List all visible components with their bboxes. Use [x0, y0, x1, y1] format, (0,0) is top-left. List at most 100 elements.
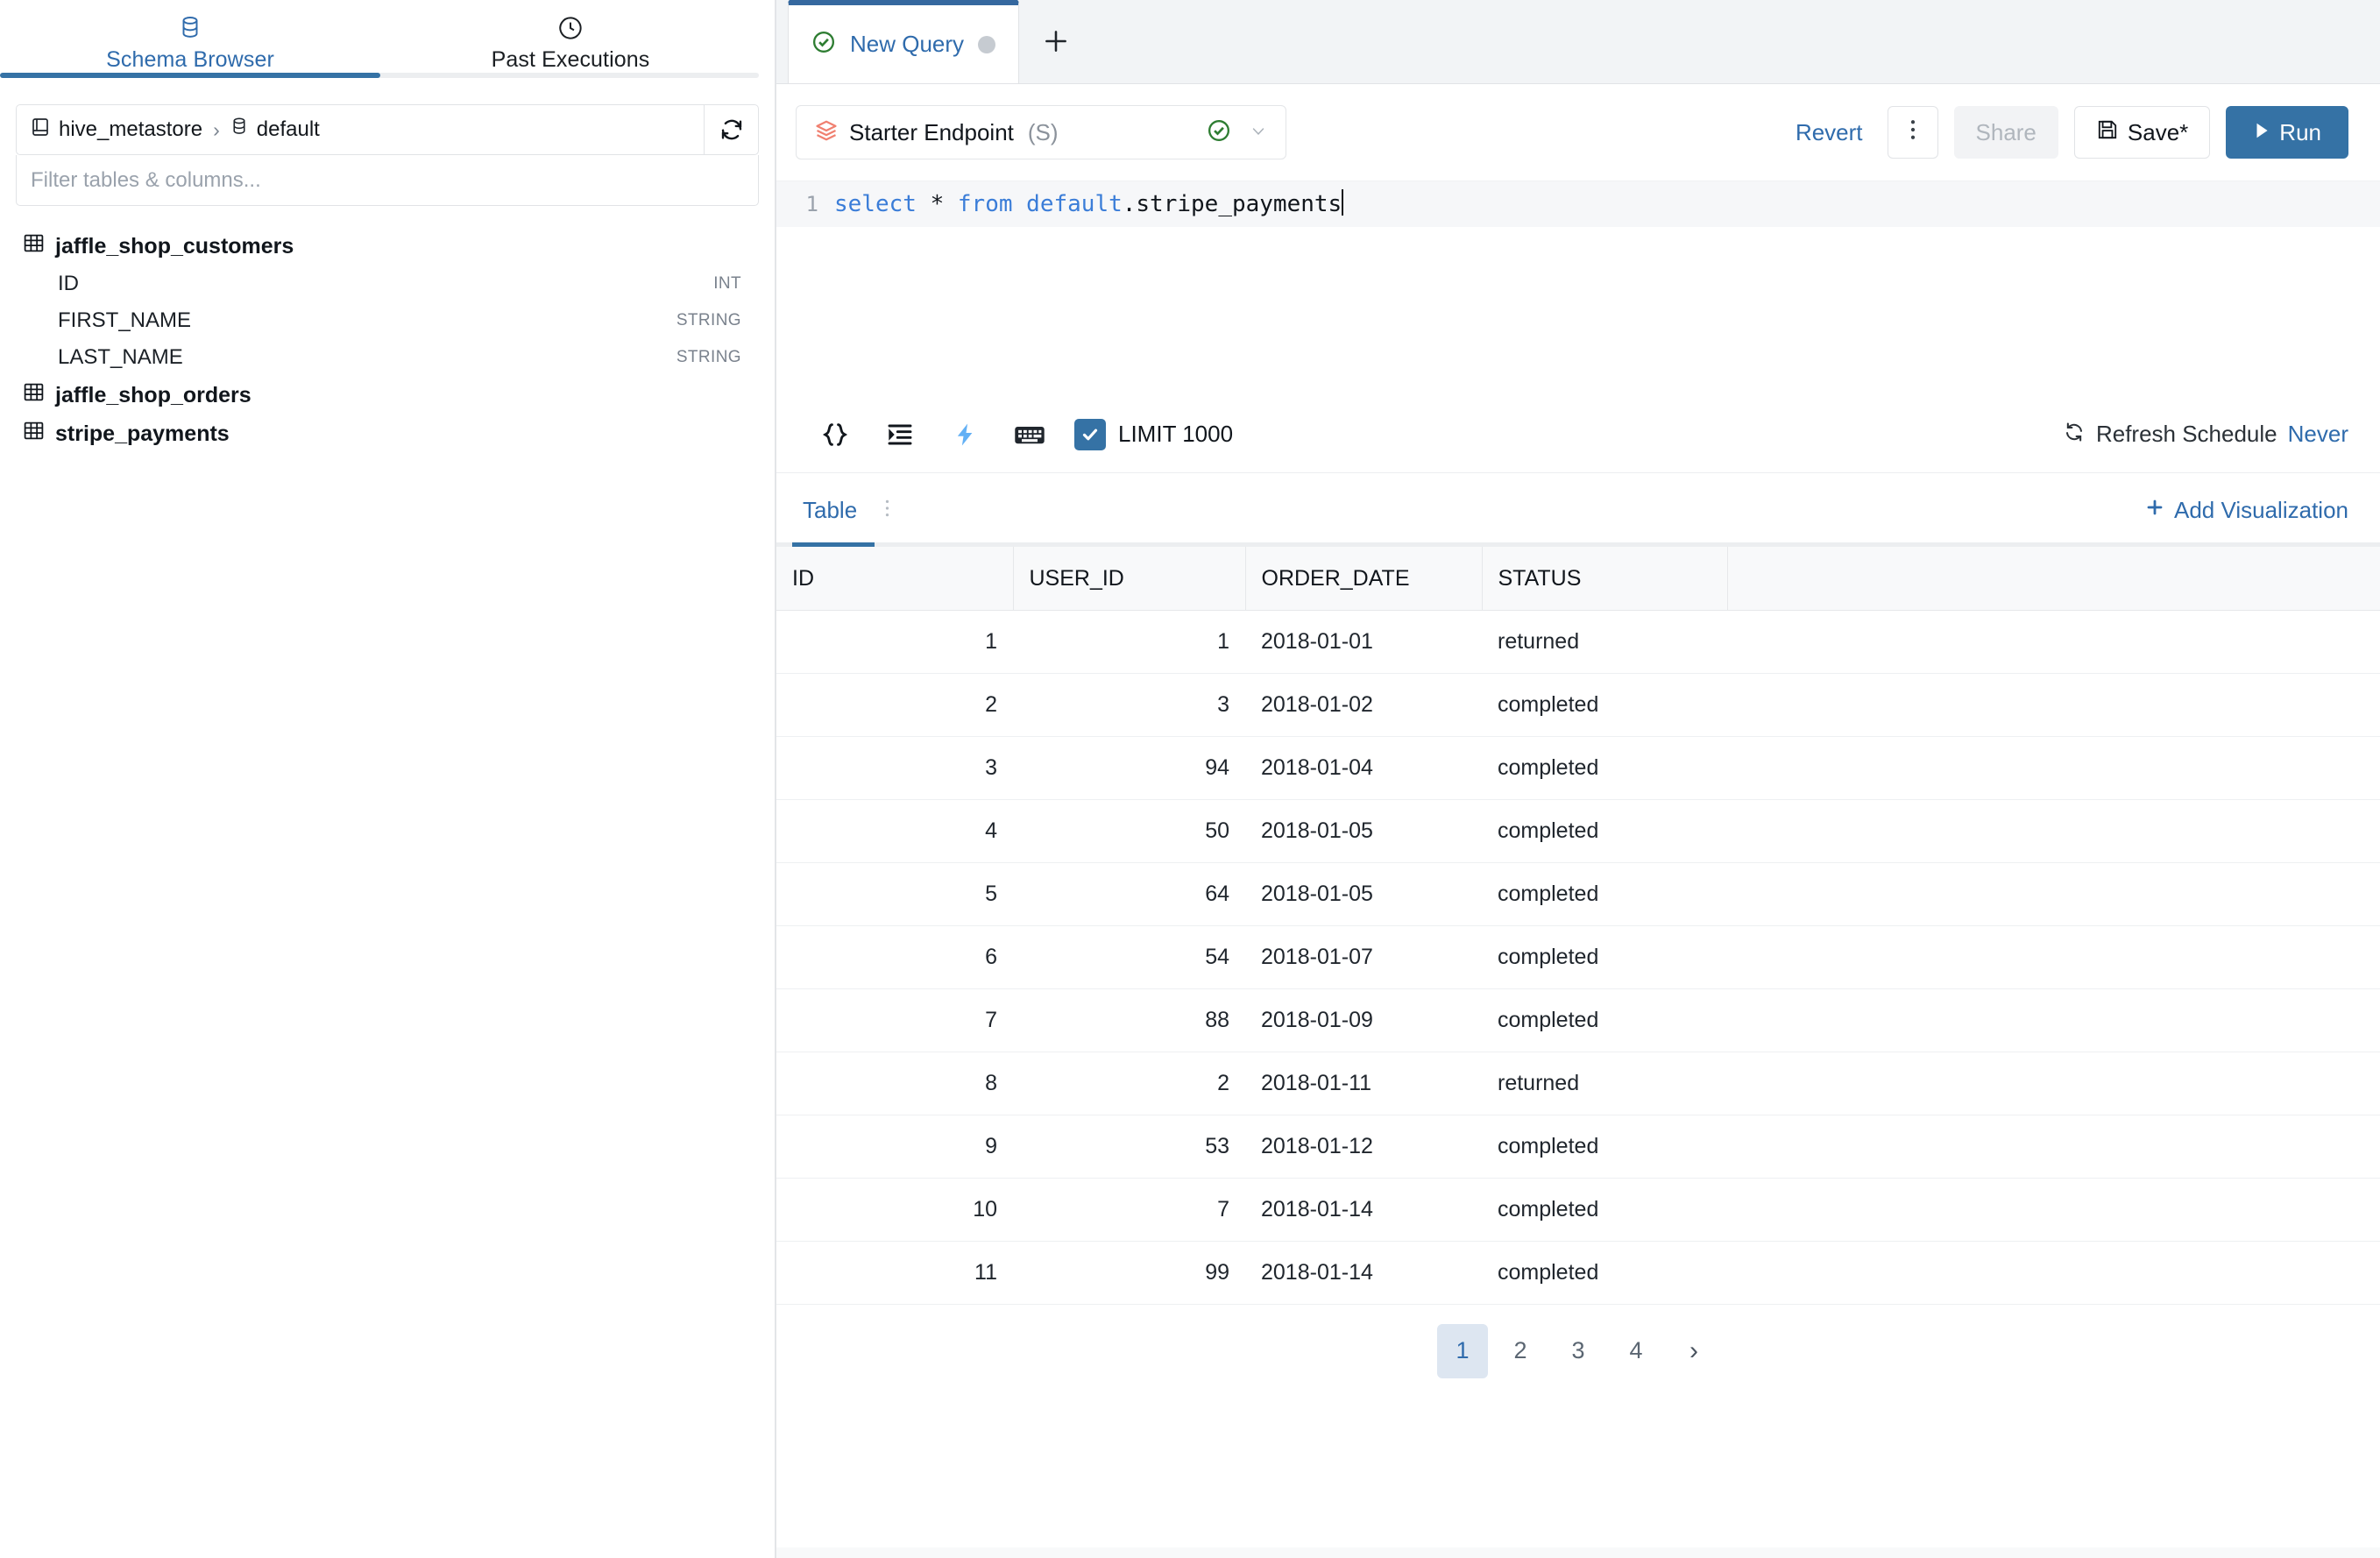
sql-editor[interactable]: 1 select * from default.stripe_payments: [776, 181, 2380, 397]
refresh-cycle-icon: [2063, 420, 2086, 449]
table-row[interactable]: 4 50 2018-01-05 completed: [776, 799, 2380, 863]
sql-token: .stripe_payments: [1122, 191, 1342, 217]
next-page-button[interactable]: ›: [1689, 1335, 1698, 1365]
results-footer-strip: [776, 1547, 2380, 1558]
table-row[interactable]: 7 88 2018-01-09 completed: [776, 988, 2380, 1052]
cell-order-date: 2018-01-05: [1245, 799, 1482, 863]
table-row[interactable]: 11 99 2018-01-14 completed: [776, 1241, 2380, 1305]
check-circle-icon: [1207, 118, 1231, 147]
filter-tables-box[interactable]: [16, 155, 759, 206]
cell-id: 10: [776, 1178, 1013, 1242]
cell-order-date: 2018-01-14: [1245, 1241, 1482, 1305]
cell-user-id: 2: [1013, 1052, 1245, 1115]
refresh-schedule-control[interactable]: Refresh Schedule Never: [2063, 420, 2348, 449]
cell-user-id: 64: [1013, 862, 1245, 926]
column-type: STRING: [676, 348, 741, 366]
column-header-user-id[interactable]: USER_ID: [1013, 547, 1246, 611]
run-button[interactable]: Run: [2226, 106, 2348, 159]
cell-user-id: 50: [1013, 799, 1245, 863]
sql-code[interactable]: select * from default.stripe_payments: [834, 181, 1344, 227]
cell-id: 6: [776, 925, 1013, 989]
breadcrumb-catalog[interactable]: hive_metastore: [59, 117, 203, 141]
cell-order-date: 2018-01-02: [1245, 673, 1482, 737]
refresh-icon[interactable]: [704, 105, 758, 154]
chevron-down-icon[interactable]: [1247, 121, 1270, 144]
cell-status: completed: [1482, 862, 1727, 926]
refresh-schedule-value[interactable]: Never: [2287, 421, 2348, 448]
lightning-icon[interactable]: [932, 410, 997, 459]
check-circle-icon: [811, 30, 836, 59]
endpoint-name: Starter Endpoint: [849, 118, 1014, 145]
results-table-container[interactable]: ID USER_ID ORDER_DATE STATUS 1 1 2018-01…: [776, 547, 2380, 1558]
toolbar-actions: Revert Share: [1787, 106, 2348, 159]
keyboard-shortcuts-icon[interactable]: [997, 410, 1062, 459]
column-header-id[interactable]: ID: [776, 547, 1014, 611]
database-icon: [230, 117, 248, 143]
sql-token: select: [834, 191, 917, 217]
sql-token: *: [916, 191, 958, 217]
column-header-status[interactable]: STATUS: [1482, 547, 1728, 611]
tree-column-last-name[interactable]: LAST_NAME STRING: [23, 339, 759, 376]
query-pane: New Query Starter Endpoint (: [776, 0, 2380, 1558]
table-row[interactable]: 8 2 2018-01-11 returned: [776, 1052, 2380, 1115]
save-button[interactable]: Save*: [2073, 106, 2211, 159]
cell-id: 11: [776, 1241, 1013, 1305]
kebab-menu-icon: [1909, 117, 1916, 149]
tree-item-jaffle-shop-customers[interactable]: jaffle_shop_customers: [23, 227, 759, 266]
search-input[interactable]: [31, 167, 758, 193]
limit-checkbox[interactable]: [1074, 418, 1106, 450]
page-1-button[interactable]: 1: [1437, 1323, 1488, 1378]
breadcrumb-schema[interactable]: default: [256, 117, 320, 141]
unsaved-indicator-dot[interactable]: [978, 35, 996, 53]
page-2-button[interactable]: 2: [1513, 1337, 1527, 1364]
cell-status: completed: [1482, 1178, 1727, 1242]
cell-id: 5: [776, 862, 1013, 926]
column-type: INT: [713, 274, 741, 293]
column-header-order-date[interactable]: ORDER_DATE: [1245, 547, 1483, 611]
table-row[interactable]: 10 7 2018-01-14 completed: [776, 1178, 2380, 1242]
cell-order-date: 2018-01-11: [1245, 1052, 1482, 1115]
revert-button[interactable]: Revert: [1787, 119, 1872, 146]
column-header-empty[interactable]: [1727, 547, 2380, 611]
tree-item-stripe-payments[interactable]: stripe_payments: [23, 414, 759, 453]
table-row[interactable]: 6 54 2018-01-07 completed: [776, 925, 2380, 989]
plus-icon[interactable]: [1019, 0, 1093, 83]
pagination: 1 2 3 4 ›: [776, 1305, 2380, 1378]
tab-new-query[interactable]: New Query: [788, 0, 1020, 83]
cell-empty: [1727, 988, 2380, 1052]
visualization-menu-button[interactable]: [862, 473, 911, 547]
more-options-button[interactable]: [1887, 106, 1938, 159]
sidebar-tab-past-executions[interactable]: Past Executions: [380, 0, 761, 90]
cell-empty: [1727, 799, 2380, 863]
breadcrumb[interactable]: hive_metastore › default: [17, 105, 704, 154]
cell-id: 8: [776, 1052, 1013, 1115]
indent-icon[interactable]: [868, 410, 932, 459]
limit-checkbox-row[interactable]: LIMIT 1000: [1074, 418, 1233, 450]
table-row[interactable]: 1 1 2018-01-01 returned: [776, 610, 2380, 674]
results-table: ID USER_ID ORDER_DATE STATUS 1 1 2018-01…: [776, 547, 2380, 1305]
tree-column-id[interactable]: ID INT: [23, 266, 759, 302]
tree-item-jaffle-shop-orders[interactable]: jaffle_shop_orders: [23, 376, 759, 414]
tree-column-first-name[interactable]: FIRST_NAME STRING: [23, 302, 759, 339]
add-visualization-button[interactable]: Add Visualization: [2144, 497, 2348, 524]
tab-table[interactable]: Table: [791, 473, 875, 548]
cell-user-id: 1: [1013, 610, 1245, 674]
column-name: LAST_NAME: [58, 345, 183, 369]
cell-status: completed: [1482, 1241, 1727, 1305]
endpoint-selector[interactable]: Starter Endpoint (S): [796, 105, 1286, 159]
cell-order-date: 2018-01-04: [1245, 736, 1482, 800]
table-row[interactable]: 5 64 2018-01-05 completed: [776, 862, 2380, 926]
cell-status: completed: [1482, 799, 1727, 863]
table-row[interactable]: 2 3 2018-01-02 completed: [776, 673, 2380, 737]
share-button[interactable]: Share: [1953, 106, 2058, 159]
page-4-button[interactable]: 4: [1629, 1337, 1643, 1364]
page-3-button[interactable]: 3: [1571, 1337, 1585, 1364]
cell-id: 2: [776, 673, 1013, 737]
query-toolbar: Starter Endpoint (S) Revert: [776, 84, 2380, 181]
database-icon: [179, 14, 202, 42]
format-braces-icon[interactable]: [803, 410, 868, 459]
table-row[interactable]: 9 53 2018-01-12 completed: [776, 1115, 2380, 1179]
sidebar-tab-schema-browser[interactable]: Schema Browser: [0, 0, 380, 90]
table-row[interactable]: 3 94 2018-01-04 completed: [776, 736, 2380, 800]
